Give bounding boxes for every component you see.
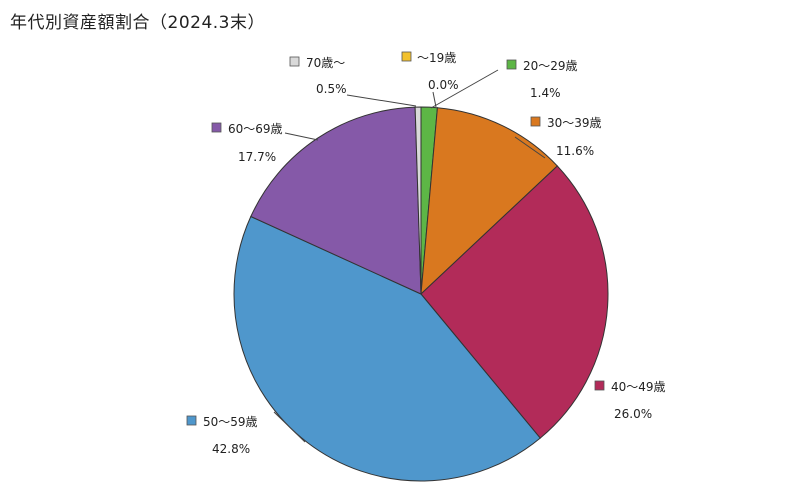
legend-swatch-1 xyxy=(506,59,517,70)
leader-line-1 xyxy=(430,69,499,109)
slice-label-5: 60〜69歳 xyxy=(228,122,283,136)
leader-line-4 xyxy=(273,411,306,443)
legend-swatch-6 xyxy=(289,56,300,67)
pie-slices xyxy=(233,106,609,482)
slice-label-6: 70歳〜 xyxy=(306,56,345,70)
slice-labels: 〜19歳 0.0% 20〜29歳 1.4% 30〜39歳 11.6% 40〜49歳 26.0%… xyxy=(186,51,666,456)
pie-slice-2 xyxy=(420,107,559,296)
legend-swatch-0 xyxy=(401,51,412,62)
leader-line-6 xyxy=(346,94,417,107)
slice-label-3: 40〜49歳 xyxy=(611,380,666,394)
chart-title: 年代別資産額割合（2024.3末） xyxy=(10,13,265,33)
pie-slice-3 xyxy=(420,165,609,439)
slice-label-0: 〜19歳 xyxy=(417,51,456,65)
pie-slice-5 xyxy=(250,106,422,295)
pie-slice-6 xyxy=(414,106,422,295)
leader-lines xyxy=(273,69,546,443)
leader-line-0 xyxy=(432,91,437,108)
legend-swatch-3 xyxy=(594,380,605,391)
slice-value-2: 11.6% xyxy=(556,144,594,158)
slice-value-6: 0.5% xyxy=(316,82,347,96)
slice-label-1: 20〜29歳 xyxy=(523,59,578,73)
leader-line-2 xyxy=(514,136,546,159)
slice-label-2: 30〜39歳 xyxy=(547,116,602,130)
legend-swatch-5 xyxy=(211,122,222,133)
legend-swatch-4 xyxy=(186,415,197,426)
pie-slice-4 xyxy=(233,215,541,482)
leader-line-5 xyxy=(284,132,319,141)
legend-swatch-2 xyxy=(530,116,541,127)
slice-value-3: 26.0% xyxy=(614,407,652,421)
slice-label-4: 50〜59歳 xyxy=(203,415,258,429)
slice-value-5: 17.7% xyxy=(238,150,276,164)
slice-value-1: 1.4% xyxy=(530,86,561,100)
slice-value-0: 0.0% xyxy=(428,78,459,92)
slice-value-4: 42.8% xyxy=(212,442,250,456)
